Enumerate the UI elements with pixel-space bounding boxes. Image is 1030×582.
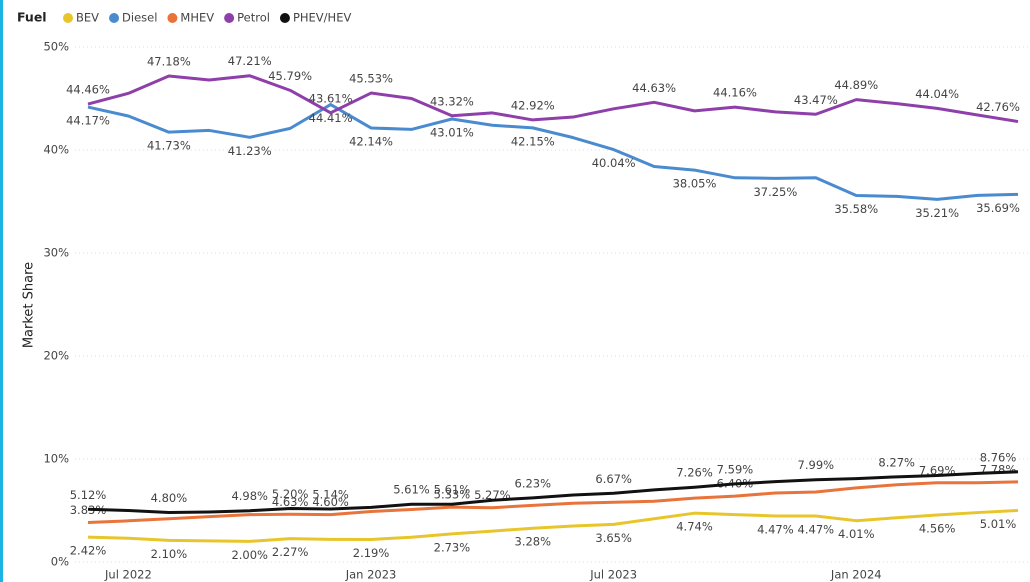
data-label: 45.53% <box>349 72 393 86</box>
data-label: 4.47% <box>798 522 835 536</box>
data-label: 42.15% <box>511 134 555 148</box>
chart: Fuel Market Share 0% 10% 20% 30% 40% 50% Jul 2… <box>17 10 1030 582</box>
series-line <box>87 103 1019 201</box>
data-label: 43.01% <box>430 125 474 139</box>
y-tick-label: 20% <box>43 349 69 363</box>
data-label: 37.25% <box>753 185 797 199</box>
data-label: 5.20% <box>272 487 309 501</box>
data-label: 43.47% <box>794 93 838 107</box>
data-label: 4.60% <box>312 495 349 509</box>
data-label: 8.27% <box>878 455 915 469</box>
data-label: 42.76% <box>976 100 1020 114</box>
y-tick-label: 10% <box>43 452 69 466</box>
data-label: 45.79% <box>268 69 312 83</box>
x-tick-label: Jul 2022 <box>104 568 152 582</box>
data-label: 2.27% <box>272 545 309 559</box>
data-label: 4.56% <box>919 522 956 536</box>
legend-marker <box>63 13 73 23</box>
data-label: 5.33% <box>434 488 471 502</box>
data-label: 2.00% <box>231 548 268 562</box>
data-label: 44.41% <box>309 111 353 125</box>
series-line <box>87 480 1019 525</box>
data-label: 6.23% <box>515 476 552 490</box>
data-label: 5.01% <box>980 517 1017 531</box>
data-label: 47.18% <box>147 55 191 69</box>
legend-label: Petrol <box>237 11 270 25</box>
data-label: 5.61% <box>434 483 471 497</box>
data-label: 4.74% <box>676 520 713 534</box>
legend-marker <box>109 13 120 23</box>
data-label: 5.14% <box>312 488 349 502</box>
data-label: 6.67% <box>595 472 632 486</box>
data-label: 44.63% <box>632 81 676 95</box>
data-label: 47.21% <box>228 54 272 68</box>
data-label: 5.61% <box>393 483 430 497</box>
data-label: 35.58% <box>834 202 878 216</box>
x-tick-label: Jan 2024 <box>830 568 882 582</box>
series-line <box>87 508 1019 543</box>
data-label: 44.46% <box>66 83 110 97</box>
data-label: 41.23% <box>228 144 272 158</box>
legend-title: Fuel <box>17 10 47 25</box>
data-label: 44.16% <box>713 86 757 100</box>
data-label: 44.17% <box>66 114 110 128</box>
data-label: 4.01% <box>838 527 875 541</box>
legend-marker <box>167 13 178 23</box>
data-label: 2.73% <box>434 540 471 554</box>
y-tick-label: 30% <box>43 246 69 260</box>
data-label: 2.19% <box>353 546 390 560</box>
legend-label: PHEV/HEV <box>293 11 352 25</box>
y-axis-label: Market Share <box>22 262 37 348</box>
y-tick-label: 50% <box>43 40 69 54</box>
legend-label: BEV <box>76 11 99 25</box>
data-label: 2.42% <box>70 544 107 558</box>
data-label: 35.21% <box>915 206 959 220</box>
y-tick-label: 0% <box>51 555 69 569</box>
x-tick-label: Jul 2023 <box>589 568 637 582</box>
data-label: 42.14% <box>349 134 393 148</box>
data-label: 43.61% <box>309 91 353 105</box>
legend-marker <box>279 13 290 23</box>
data-label: 5.12% <box>70 488 107 502</box>
data-label: 40.04% <box>592 156 636 170</box>
data-label: 4.63% <box>272 495 309 509</box>
data-label: 4.80% <box>151 491 188 505</box>
x-tick-label: Jan 2023 <box>345 568 397 582</box>
data-label: 35.69% <box>976 201 1020 215</box>
data-label: 7.99% <box>798 458 835 472</box>
data-label: 3.65% <box>595 531 632 545</box>
data-label: 8.76% <box>980 450 1017 464</box>
y-tick-label: 40% <box>43 143 69 157</box>
data-label: 41.73% <box>147 139 191 153</box>
series-line <box>87 74 1019 124</box>
legend-marker <box>224 13 235 23</box>
data-label: 2.10% <box>151 547 188 561</box>
legend-label: MHEV <box>180 11 214 25</box>
series-line <box>87 470 1019 515</box>
data-label: 43.32% <box>430 94 474 108</box>
data-label: 4.98% <box>231 489 268 503</box>
data-label: 7.26% <box>676 466 713 480</box>
legend-label: Diesel <box>122 11 157 25</box>
data-label: 38.05% <box>673 177 717 191</box>
data-label: 42.92% <box>511 98 555 112</box>
data-label: 44.04% <box>915 87 959 101</box>
data-label: 4.47% <box>757 522 794 536</box>
data-label: 7.59% <box>717 462 754 476</box>
data-label: 3.28% <box>515 535 552 549</box>
data-label: 44.89% <box>834 78 878 92</box>
